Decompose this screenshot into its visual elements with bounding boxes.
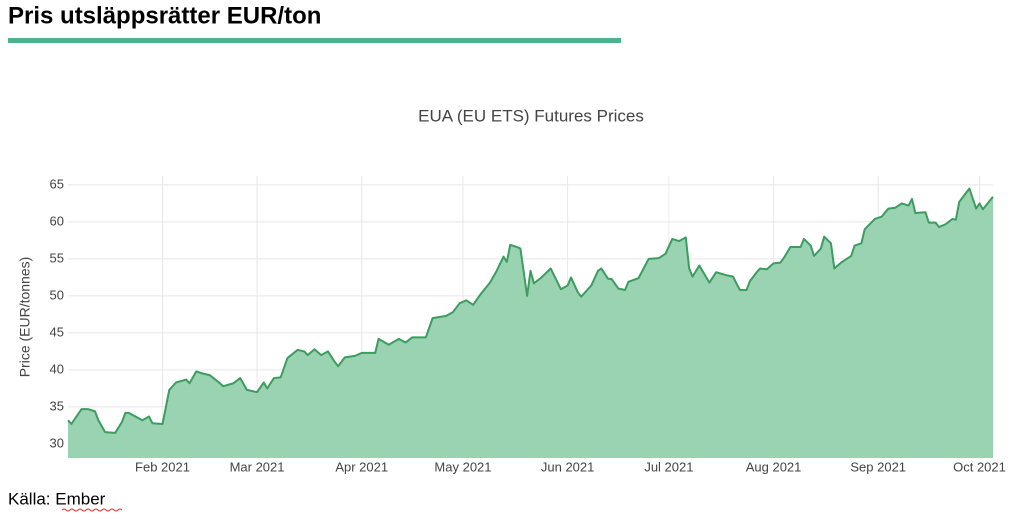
x-tick-label: Apr 2021 — [335, 459, 388, 474]
y-tick-label: 55 — [50, 250, 64, 265]
x-tick-label: Aug 2021 — [746, 459, 802, 474]
x-tick-label: Sep 2021 — [850, 459, 906, 474]
y-axis-label: Price (EUR/tonnes) — [17, 257, 33, 378]
chart-title: EUA (EU ETS) Futures Prices — [418, 106, 644, 125]
area-fill — [68, 188, 993, 458]
x-tick-label: Oct 2021 — [953, 459, 1006, 474]
page-title: Pris utsläppsrätter EUR/ton — [8, 2, 321, 29]
plot-area: 30 35 40 45 50 55 60 65 Feb 2021 Mar 2021 Apr 2021… — [50, 176, 1006, 474]
series-line — [67, 187, 994, 434]
y-tick-label: 40 — [50, 361, 64, 376]
spellcheck-underline — [61, 508, 123, 512]
y-tick-label: 30 — [50, 435, 64, 450]
y-tick-label: 35 — [50, 398, 64, 413]
x-tick-label: May 2021 — [434, 459, 491, 474]
y-tick-label: 65 — [50, 176, 64, 191]
source-note: Källa: Ember — [8, 489, 106, 508]
y-tick-label: 50 — [50, 287, 64, 302]
y-tick-label: 45 — [50, 324, 64, 339]
x-tick-label: Jun 2021 — [541, 459, 595, 474]
y-tick-label: 60 — [50, 213, 64, 228]
x-tick-label: Jul 2021 — [644, 459, 693, 474]
x-tick-label: Mar 2021 — [230, 459, 285, 474]
x-tick-label: Feb 2021 — [135, 459, 190, 474]
title-underline — [8, 38, 621, 43]
